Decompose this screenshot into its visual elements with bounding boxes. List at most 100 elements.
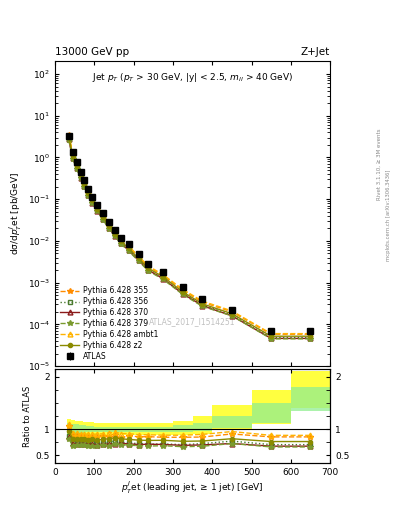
Pythia 6.428 ambt1 <box>136 253 141 259</box>
Pythia 6.428 370 <box>269 335 274 342</box>
Pythia 6.428 379 <box>269 336 274 342</box>
Pythia 6.428 356 <box>146 267 151 273</box>
Pythia 6.428 ambt1 <box>90 196 95 202</box>
Text: 13000 GeV pp: 13000 GeV pp <box>55 47 129 57</box>
Pythia 6.428 370 <box>66 136 71 142</box>
Pythia 6.428 356 <box>107 224 112 230</box>
Pythia 6.428 379 <box>161 276 165 283</box>
Line: Pythia 6.428 356: Pythia 6.428 356 <box>67 137 312 340</box>
Pythia 6.428 z2 <box>82 181 87 187</box>
Line: Pythia 6.428 355: Pythia 6.428 355 <box>66 133 313 337</box>
Pythia 6.428 379 <box>70 156 75 162</box>
Line: Pythia 6.428 379: Pythia 6.428 379 <box>66 137 313 342</box>
Pythia 6.428 356 <box>101 216 106 222</box>
Pythia 6.428 355 <box>161 272 165 279</box>
Pythia 6.428 379 <box>113 233 118 239</box>
Pythia 6.428 ambt1 <box>66 132 71 138</box>
Pythia 6.428 ambt1 <box>230 308 234 314</box>
Pythia 6.428 379 <box>78 175 83 181</box>
Pythia 6.428 z2 <box>90 198 95 204</box>
Pythia 6.428 379 <box>127 248 131 254</box>
Pythia 6.428 355 <box>70 151 75 157</box>
Pythia 6.428 z2 <box>70 153 75 159</box>
Pythia 6.428 370 <box>95 208 100 214</box>
Pythia 6.428 z2 <box>180 289 185 295</box>
Y-axis label: Ratio to ATLAS: Ratio to ATLAS <box>23 386 31 446</box>
Pythia 6.428 ambt1 <box>70 151 75 157</box>
Line: Pythia 6.428 370: Pythia 6.428 370 <box>66 137 313 341</box>
Pythia 6.428 379 <box>146 268 151 274</box>
Pythia 6.428 370 <box>113 233 118 239</box>
Pythia 6.428 356 <box>74 164 79 170</box>
Pythia 6.428 370 <box>136 258 141 264</box>
Pythia 6.428 370 <box>161 275 165 282</box>
Pythia 6.428 z2 <box>66 134 71 140</box>
Pythia 6.428 z2 <box>127 245 131 251</box>
Pythia 6.428 355 <box>107 222 112 228</box>
Pythia 6.428 z2 <box>269 333 274 339</box>
Pythia 6.428 355 <box>230 309 234 315</box>
Pythia 6.428 ambt1 <box>200 298 205 304</box>
Pythia 6.428 370 <box>78 175 83 181</box>
Pythia 6.428 ambt1 <box>82 179 87 185</box>
Pythia 6.428 ambt1 <box>74 160 79 166</box>
Pythia 6.428 ambt1 <box>119 236 123 242</box>
Pythia 6.428 355 <box>95 204 100 210</box>
Pythia 6.428 379 <box>90 200 95 206</box>
Pythia 6.428 356 <box>119 240 123 246</box>
Pythia 6.428 355 <box>146 264 151 270</box>
Pythia 6.428 ambt1 <box>101 212 106 218</box>
Text: mcplots.cern.ch [arXiv:1306.3436]: mcplots.cern.ch [arXiv:1306.3436] <box>386 169 391 261</box>
Pythia 6.428 356 <box>136 257 141 263</box>
Pythia 6.428 379 <box>82 184 87 190</box>
Pythia 6.428 370 <box>308 335 313 342</box>
Pythia 6.428 355 <box>74 161 79 167</box>
Pythia 6.428 356 <box>113 232 118 238</box>
Pythia 6.428 ambt1 <box>86 187 91 194</box>
Pythia 6.428 z2 <box>107 223 112 229</box>
Pythia 6.428 370 <box>101 216 106 222</box>
Pythia 6.428 356 <box>161 275 165 282</box>
Pythia 6.428 356 <box>269 334 274 340</box>
Pythia 6.428 370 <box>86 192 91 198</box>
Pythia 6.428 370 <box>180 291 185 297</box>
Pythia 6.428 z2 <box>101 214 106 220</box>
Pythia 6.428 370 <box>230 313 234 319</box>
Pythia 6.428 379 <box>180 291 185 297</box>
Pythia 6.428 ambt1 <box>113 228 118 234</box>
Text: Z+Jet: Z+Jet <box>301 47 330 57</box>
Line: Pythia 6.428 ambt1: Pythia 6.428 ambt1 <box>66 132 313 336</box>
Pythia 6.428 370 <box>90 200 95 206</box>
Pythia 6.428 370 <box>70 155 75 161</box>
Pythia 6.428 355 <box>113 229 118 236</box>
Pythia 6.428 356 <box>230 312 234 318</box>
Y-axis label: dσ/d$p_T^{J}$et [pb/GeV]: dσ/d$p_T^{J}$et [pb/GeV] <box>7 172 24 255</box>
Pythia 6.428 ambt1 <box>269 331 274 337</box>
Pythia 6.428 379 <box>86 193 91 199</box>
Pythia 6.428 ambt1 <box>95 203 100 209</box>
Pythia 6.428 356 <box>70 155 75 161</box>
Pythia 6.428 370 <box>200 303 205 309</box>
Pythia 6.428 356 <box>66 136 71 142</box>
Pythia 6.428 z2 <box>161 274 165 280</box>
Legend: Pythia 6.428 355, Pythia 6.428 356, Pythia 6.428 370, Pythia 6.428 379, Pythia 6: Pythia 6.428 355, Pythia 6.428 356, Pyth… <box>57 283 161 364</box>
Pythia 6.428 z2 <box>74 163 79 169</box>
Pythia 6.428 356 <box>78 174 83 180</box>
Pythia 6.428 370 <box>127 247 131 253</box>
Pythia 6.428 355 <box>308 331 313 337</box>
Pythia 6.428 355 <box>101 212 106 219</box>
Pythia 6.428 355 <box>66 132 71 138</box>
Pythia 6.428 z2 <box>146 265 151 271</box>
Pythia 6.428 355 <box>269 331 274 337</box>
Pythia 6.428 356 <box>127 247 131 253</box>
Pythia 6.428 355 <box>119 238 123 244</box>
Pythia 6.428 356 <box>200 302 205 308</box>
Pythia 6.428 z2 <box>113 230 118 237</box>
Pythia 6.428 379 <box>230 313 234 319</box>
Pythia 6.428 370 <box>74 165 79 171</box>
Pythia 6.428 355 <box>180 287 185 293</box>
Pythia 6.428 379 <box>101 217 106 223</box>
Pythia 6.428 355 <box>127 244 131 250</box>
Pythia 6.428 356 <box>86 191 91 198</box>
X-axis label: $p_T^{J}$et (leading jet, ≥ 1 jet) [GeV]: $p_T^{J}$et (leading jet, ≥ 1 jet) [GeV] <box>121 480 264 496</box>
